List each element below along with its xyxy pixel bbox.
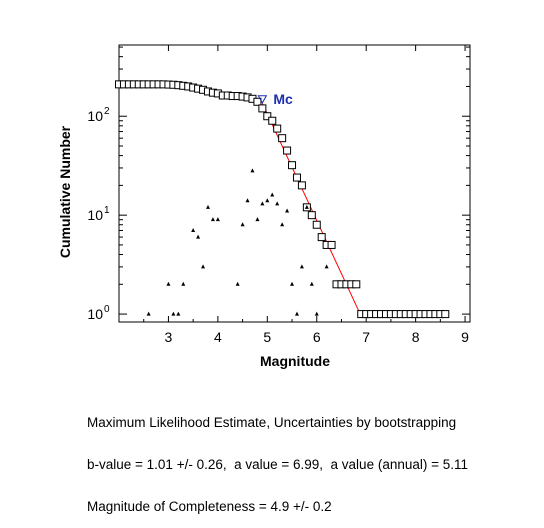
- noncumulative-point: [280, 222, 285, 227]
- noncumulative-point: [181, 281, 186, 286]
- noncumulative-point: [196, 234, 201, 239]
- results-caption: Maximum Likelihood Estimate, Uncertainti…: [87, 388, 468, 528]
- cumulative-point: [258, 104, 267, 113]
- y-tick-label: 10: [87, 306, 103, 322]
- plot-border: [118, 44, 471, 323]
- noncumulative-point: [324, 264, 329, 269]
- cumulative-point: [312, 220, 321, 229]
- noncumulative-point: [205, 204, 210, 209]
- y-tick-exponent: 0: [104, 304, 110, 315]
- x-axis-title: Magnitude: [260, 353, 330, 369]
- noncumulative-point: [201, 264, 206, 269]
- cumulative-point: [317, 233, 326, 242]
- x-tick-label: 8: [412, 329, 420, 345]
- noncumulative-point: [245, 198, 250, 203]
- cumulative-point: [268, 116, 277, 125]
- cumulative-point: [441, 310, 450, 319]
- x-tick-label: 9: [461, 329, 469, 345]
- cumulative-point: [288, 161, 297, 170]
- x-tick-label: 7: [362, 329, 370, 345]
- y-tick-exponent: 1: [104, 205, 110, 216]
- cumulative-point: [253, 97, 262, 106]
- noncumulative-point: [146, 311, 151, 316]
- noncumulative-point: [215, 217, 220, 222]
- noncumulative-point: [270, 192, 275, 197]
- series-layer: [115, 80, 450, 319]
- x-tick-label: 5: [263, 329, 271, 345]
- cumulative-point: [297, 181, 306, 190]
- caption-completeness: Magnitude of Completeness = 4.9 +/- 0.2: [87, 499, 332, 514]
- noncumulative-point: [290, 281, 295, 286]
- cumulative-point: [352, 280, 361, 289]
- noncumulative-point: [240, 222, 245, 227]
- noncumulative-point: [171, 311, 176, 316]
- mc-label: Mc: [273, 91, 293, 107]
- noncumulative-point: [191, 227, 196, 232]
- noncumulative-point: [314, 311, 319, 316]
- noncumulative-point: [309, 281, 314, 286]
- noncumulative-point: [235, 281, 240, 286]
- noncumulative-point: [250, 168, 255, 173]
- y-axis-title: Cumulative Number: [57, 125, 73, 258]
- cumulative-point: [278, 134, 287, 143]
- cumulative-point: [307, 211, 316, 220]
- noncumulative-point: [166, 281, 171, 286]
- noncumulative-point: [294, 311, 299, 316]
- noncumulative-point: [265, 198, 270, 203]
- y-tick-label: 10: [87, 207, 103, 223]
- noncumulative-point: [176, 311, 181, 316]
- cumulative-point: [273, 124, 282, 133]
- caption-b-value: b-value = 1.01 +/- 0.26, a value = 6.99,…: [87, 457, 469, 472]
- noncumulative-point: [285, 208, 290, 213]
- mc-marker: [257, 95, 268, 104]
- x-tick-label: 4: [214, 329, 222, 345]
- noncumulative-point: [275, 201, 280, 206]
- y-tick-label: 10: [87, 108, 103, 124]
- cumulative-point: [263, 112, 272, 121]
- noncumulative-point: [210, 217, 215, 222]
- annotation-layer: Mc: [257, 91, 293, 107]
- cumulative-point: [283, 146, 292, 155]
- caption-method: Maximum Likelihood Estimate, Uncertainti…: [87, 415, 457, 430]
- plot-frame: [118, 44, 471, 323]
- x-tick-label: 6: [313, 329, 321, 345]
- noncumulative-point: [304, 204, 309, 209]
- noncumulative-point: [255, 217, 260, 222]
- cumulative-point: [292, 173, 301, 182]
- y-tick-exponent: 2: [104, 106, 110, 117]
- noncumulative-point: [299, 264, 304, 269]
- cumulative-point: [327, 240, 336, 249]
- x-tick-label: 3: [165, 329, 173, 345]
- noncumulative-point: [260, 201, 265, 206]
